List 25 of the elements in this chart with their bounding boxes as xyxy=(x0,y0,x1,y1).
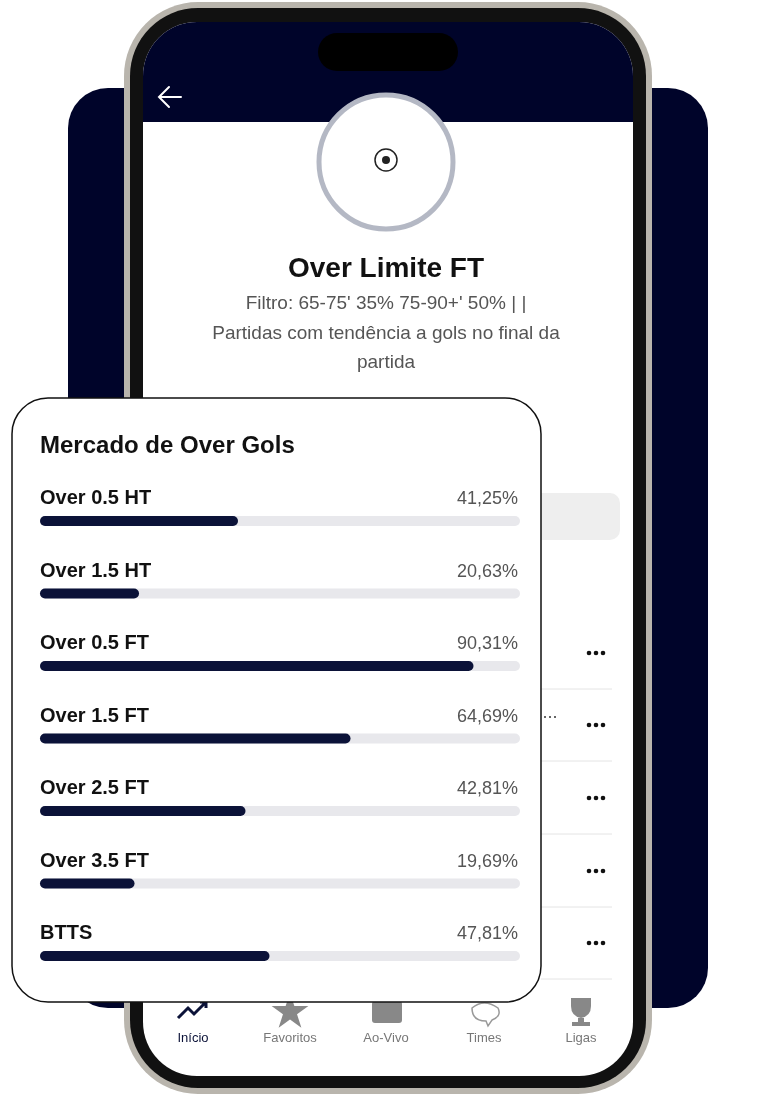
y-tick-label: Over 0.5 HT xyxy=(40,486,152,508)
text: Ao-Vivo xyxy=(363,1030,409,1045)
text: Over Limite FT xyxy=(287,252,485,283)
data-label: 47,81% xyxy=(456,923,518,943)
chart-title: Mercado de Over Gols xyxy=(40,431,295,458)
text: Partidas com tendência a gols no final da partida xyxy=(212,322,561,372)
data-label: 42,81% xyxy=(456,778,518,798)
data-label: 20,63% xyxy=(456,560,518,581)
data-label: 64,69% xyxy=(456,705,518,726)
text: Início xyxy=(177,1030,209,1045)
bar xyxy=(40,878,135,889)
text: Times xyxy=(466,1030,502,1045)
data-label: 41,25% xyxy=(456,488,518,508)
y-tick-label: Over 0.5 FT xyxy=(40,631,149,653)
y-tick-label: Over 1.5 FT xyxy=(40,703,149,726)
data-label: 90,31% xyxy=(456,633,518,653)
y-tick-label: Over 1.5 HT xyxy=(40,558,152,581)
y-tick-label: Over 2.5 FT xyxy=(40,776,149,798)
text: Favoritos xyxy=(263,1030,318,1045)
text: Filtro: 65-75' 35% 75-90+' 50% | | xyxy=(245,292,527,313)
data-label: 19,69% xyxy=(456,850,518,871)
text: Ligas xyxy=(565,1030,598,1045)
y-tick-label: Over 3.5 FT xyxy=(40,848,149,871)
y-tick-label: BTTS xyxy=(40,921,93,943)
bar xyxy=(40,588,140,599)
